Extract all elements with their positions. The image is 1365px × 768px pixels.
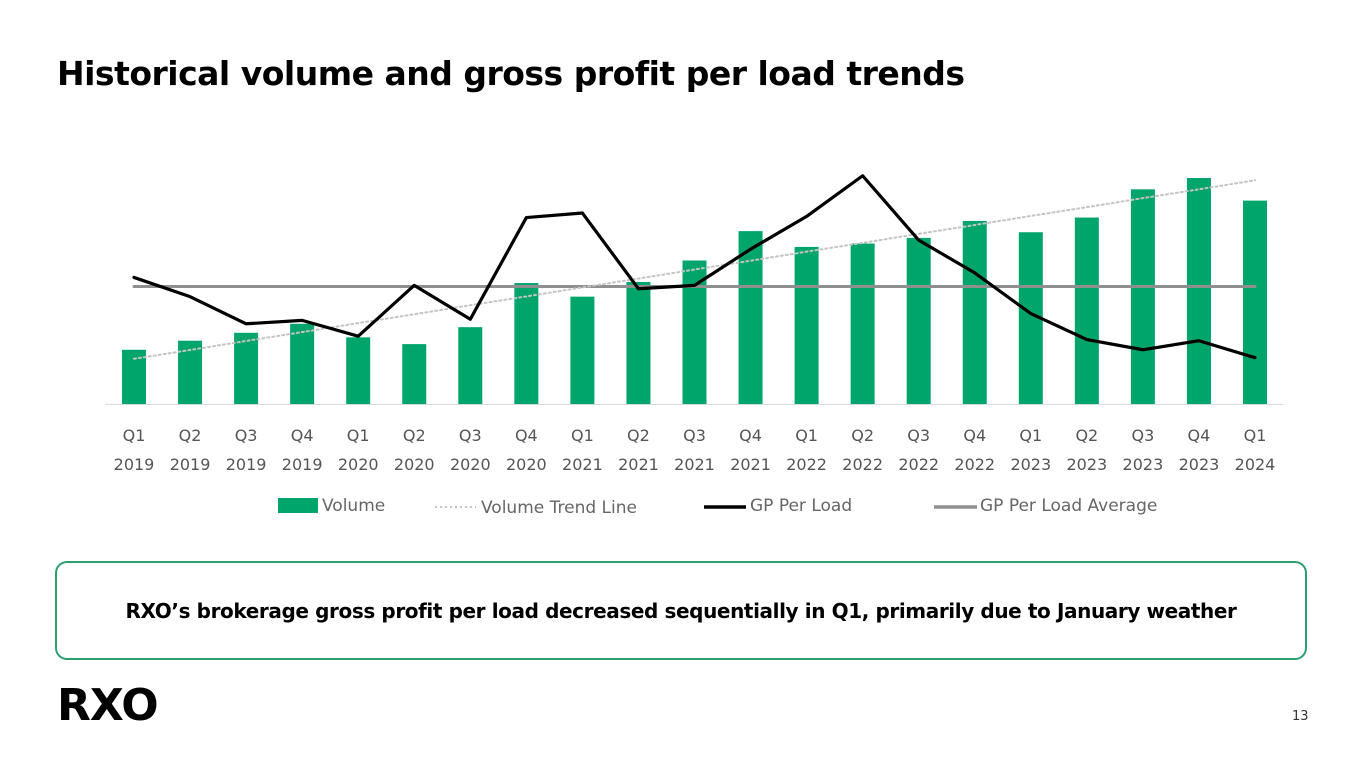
- x-tick-label: Q4: [739, 426, 762, 445]
- x-tick-label: 2022: [786, 455, 827, 474]
- volume-bar: [794, 246, 819, 404]
- legend-volume-swatch: [278, 498, 318, 513]
- gp-per-load-line: [132, 174, 1257, 360]
- volume-bar: [1186, 178, 1211, 404]
- chart: Q1 2019 Q2 2019 Q3 2019 Q4 2019 Q1 2020 Q2 2020 Q3 20…: [105, 174, 1283, 518]
- x-tick-label: Q1: [123, 426, 146, 445]
- x-tick-label: 2019: [170, 455, 211, 474]
- volume-bar: [570, 296, 595, 404]
- volume-bar: [178, 340, 203, 404]
- x-tick-label: 2022: [898, 455, 939, 474]
- x-tick-label: 2023: [1123, 455, 1164, 474]
- x-tick-label: 2019: [226, 455, 267, 474]
- volume-bar: [962, 220, 987, 404]
- volume-bar: [234, 332, 259, 404]
- page-number: 13: [1292, 709, 1309, 724]
- volume-bar: [1130, 189, 1155, 404]
- x-tick-label: Q1: [1244, 426, 1267, 445]
- x-tick-label: Q3: [235, 426, 258, 445]
- x-tick-label: 2021: [618, 455, 659, 474]
- x-tick-label: 2021: [562, 455, 603, 474]
- x-tick-label: Q1: [347, 426, 370, 445]
- volume-bar: [346, 337, 371, 404]
- rxo-logo: RXO: [57, 680, 159, 731]
- x-tick-label: Q2: [179, 426, 202, 445]
- volume-bar: [1074, 217, 1099, 404]
- x-tick-label: Q3: [683, 426, 706, 445]
- legend-trend-label: Volume Trend Line: [481, 498, 637, 518]
- x-tick-label: Q4: [291, 426, 314, 445]
- legend-gp-label: GP Per Load: [750, 496, 852, 516]
- volume-bar: [738, 231, 763, 404]
- x-tick-label: 2019: [282, 455, 323, 474]
- x-tick-label: Q4: [1188, 426, 1211, 445]
- x-tick-label: Q3: [459, 426, 482, 445]
- x-tick-label: Q2: [403, 426, 426, 445]
- x-tick-label: Q4: [515, 426, 538, 445]
- legend-avg-label: GP Per Load Average: [980, 496, 1157, 516]
- callout-box: RXO’s brokerage gross profit per load de…: [55, 561, 1307, 660]
- x-tick-label: 2022: [954, 455, 995, 474]
- volume-trend-line: [133, 179, 1256, 360]
- x-tick-label: Q1: [571, 426, 594, 445]
- volume-bar: [514, 283, 539, 404]
- x-tick-label: Q1: [1019, 426, 1042, 445]
- x-tick-label: Q3: [907, 426, 930, 445]
- x-tick-label: 2020: [394, 455, 435, 474]
- x-tick-label: Q2: [851, 426, 874, 445]
- volume-bar: [458, 327, 483, 404]
- volume-bar: [402, 344, 427, 404]
- callout-text: RXO’s brokerage gross profit per load de…: [125, 598, 1237, 623]
- x-tick-label: 2021: [730, 455, 771, 474]
- x-tick-label: 2023: [1010, 455, 1051, 474]
- legend-volume-label: Volume: [322, 496, 385, 516]
- x-tick-label: 2022: [842, 455, 883, 474]
- x-tick-label: 2019: [114, 455, 155, 474]
- x-tick-label: Q2: [1075, 426, 1098, 445]
- x-tick-label: Q3: [1132, 426, 1155, 445]
- x-tick-label: 2020: [338, 455, 379, 474]
- x-tick-label: Q1: [795, 426, 818, 445]
- x-tick-label: Q2: [627, 426, 650, 445]
- volume-bar: [626, 281, 651, 404]
- volume-bar: [1243, 200, 1267, 404]
- page-title: Historical volume and gross profit per l…: [57, 54, 965, 93]
- volume-bar: [906, 237, 931, 404]
- volume-bar: [290, 323, 315, 404]
- x-tick-label: 2020: [450, 455, 491, 474]
- volume-bar: [682, 260, 707, 404]
- volume-bar: [850, 243, 875, 404]
- x-tick-label: 2023: [1179, 455, 1220, 474]
- x-tick-label: Q4: [963, 426, 986, 445]
- x-tick-label: 2023: [1066, 455, 1107, 474]
- x-tick-label: 2021: [674, 455, 715, 474]
- x-tick-label: 2024: [1235, 455, 1276, 474]
- x-tick-label: 2020: [506, 455, 547, 474]
